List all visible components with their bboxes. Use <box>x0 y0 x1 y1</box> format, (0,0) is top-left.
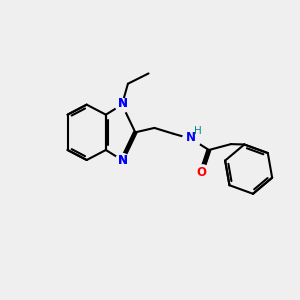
Text: N: N <box>118 154 128 167</box>
Text: N: N <box>118 97 128 110</box>
Text: N: N <box>118 154 128 167</box>
Text: H: H <box>194 126 202 136</box>
Text: N: N <box>118 97 128 110</box>
Text: O: O <box>196 167 206 179</box>
Text: N: N <box>186 131 196 144</box>
